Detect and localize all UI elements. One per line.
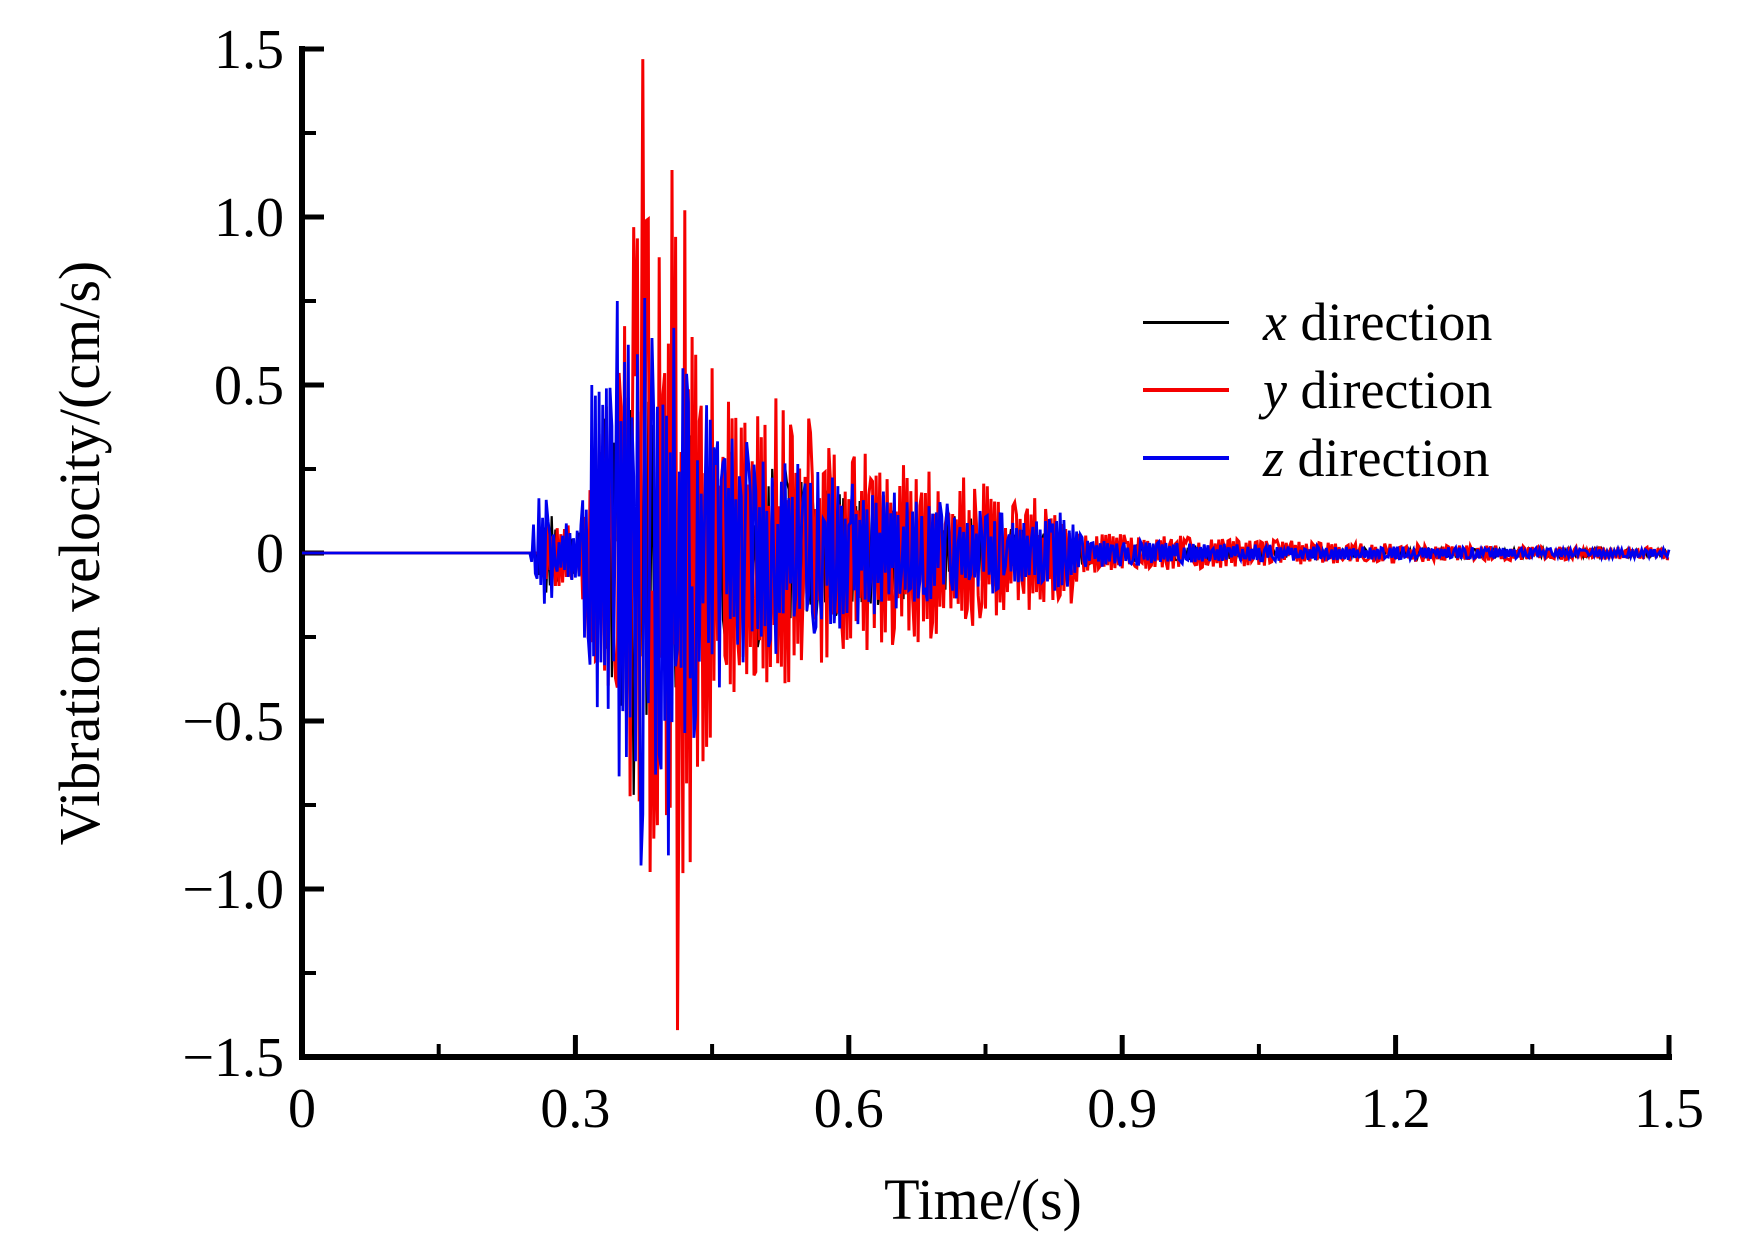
x-tick-label: 0.3 [540, 1078, 610, 1140]
legend-rest-z: direction [1284, 428, 1490, 488]
legend-label-y: y direction [1263, 359, 1492, 421]
legend-label-z: z direction [1263, 427, 1489, 489]
legend-var-x: x [1263, 292, 1287, 352]
y-tick-label: −1.0 [182, 859, 284, 921]
x-tick-label: 0 [288, 1078, 316, 1140]
y-tick-label: 1.5 [214, 19, 284, 81]
legend-rest-y: direction [1286, 360, 1493, 420]
y-tick-label: −1.5 [182, 1027, 284, 1089]
x-tick-label: 1.5 [1634, 1078, 1704, 1140]
legend-line-z-icon [1143, 456, 1229, 460]
y-tick-label: 0.5 [214, 355, 284, 417]
legend-line-x-icon [1143, 320, 1229, 324]
series-z-path [302, 297, 1671, 866]
y-tick-label: 1.0 [214, 187, 284, 249]
y-axis-title: Vibration velocity/(cm/s) [47, 260, 112, 846]
legend-line-y-icon [1143, 388, 1229, 392]
x-axis-title: Time/(s) [884, 1167, 1082, 1232]
y-tick-label: 0 [256, 523, 284, 585]
legend-entry-x: x direction [1143, 288, 1492, 356]
y-tick-label: −0.5 [182, 691, 284, 753]
legend-var-y: y [1263, 360, 1287, 420]
x-tick-label: 0.6 [814, 1078, 884, 1140]
x-tick-label: 0.9 [1087, 1078, 1157, 1140]
legend-entry-z: z direction [1143, 424, 1492, 492]
legend-label-x: x direction [1263, 291, 1492, 353]
legend: x direction y direction z direction [1143, 288, 1492, 492]
legend-rest-x: direction [1286, 292, 1493, 352]
x-tick-label: 1.2 [1361, 1078, 1431, 1140]
legend-entry-y: y direction [1143, 356, 1492, 424]
legend-var-z: z [1263, 428, 1285, 488]
